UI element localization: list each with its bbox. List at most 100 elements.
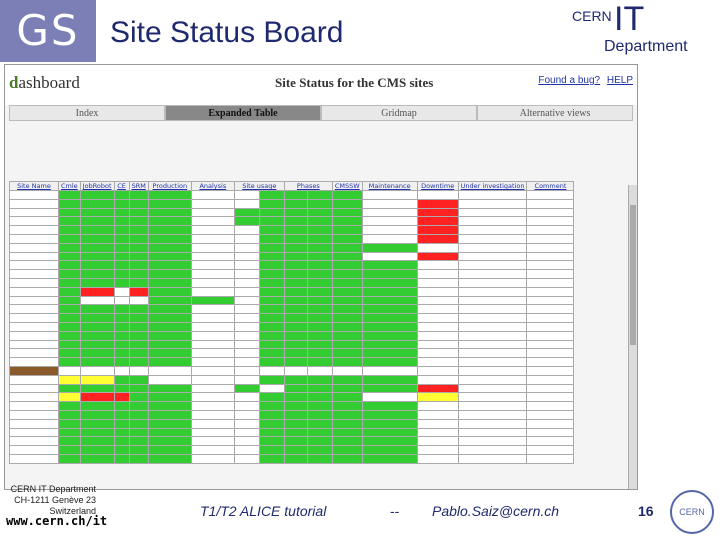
status-cell bbox=[361, 409, 418, 420]
site-name-cell[interactable] bbox=[9, 190, 59, 200]
status-cell bbox=[416, 357, 459, 367]
col-maintenance[interactable]: Maintenance bbox=[361, 181, 418, 191]
status-cell bbox=[258, 330, 285, 341]
status-cell bbox=[79, 427, 115, 438]
status-cell bbox=[190, 269, 235, 279]
status-cell bbox=[361, 233, 418, 244]
site-name-cell[interactable] bbox=[9, 383, 59, 394]
site-name-cell[interactable] bbox=[9, 445, 59, 455]
status-cell bbox=[526, 409, 575, 420]
site-name-cell[interactable] bbox=[9, 277, 59, 288]
tab-alternative-views[interactable]: Alternative views bbox=[477, 105, 633, 121]
site-name-cell[interactable] bbox=[9, 365, 59, 376]
status-cell bbox=[258, 190, 285, 200]
col-production[interactable]: Production bbox=[147, 181, 192, 191]
status-cell bbox=[258, 339, 285, 350]
site-name-cell[interactable] bbox=[9, 313, 59, 323]
status-cell bbox=[283, 269, 308, 279]
site-name-cell[interactable] bbox=[9, 418, 59, 429]
col-comment[interactable]: Comment bbox=[526, 181, 575, 191]
status-cell bbox=[233, 409, 260, 420]
status-cell bbox=[457, 313, 528, 323]
col-jobrobot[interactable]: JobRobot bbox=[79, 181, 115, 191]
status-cell bbox=[457, 357, 528, 367]
tab-expanded-table[interactable]: Expanded Table bbox=[165, 105, 321, 121]
dashboard-logo: dashboard bbox=[9, 73, 80, 92]
site-name-cell[interactable] bbox=[9, 242, 59, 253]
col-site-name[interactable]: Site Name bbox=[9, 181, 59, 191]
site-name-cell[interactable] bbox=[9, 321, 59, 332]
status-cell bbox=[233, 348, 260, 359]
site-name-cell[interactable] bbox=[9, 409, 59, 420]
site-name-cell[interactable] bbox=[9, 330, 59, 341]
address-line: CERN IT Department bbox=[10, 484, 96, 494]
status-cell bbox=[457, 198, 528, 209]
col-downtime[interactable]: Downtime bbox=[416, 181, 459, 191]
site-name-cell[interactable] bbox=[9, 295, 59, 306]
status-cell bbox=[147, 401, 192, 411]
status-cell bbox=[128, 401, 149, 411]
col-srm[interactable]: SRM bbox=[128, 181, 149, 191]
status-cell bbox=[128, 453, 149, 464]
site-name-cell[interactable] bbox=[9, 357, 59, 367]
site-name-cell[interactable] bbox=[9, 304, 59, 315]
col-cmle[interactable]: Cmle bbox=[58, 181, 81, 191]
col-ce[interactable]: CE bbox=[113, 181, 130, 191]
site-name-cell[interactable] bbox=[9, 374, 59, 385]
status-cell bbox=[361, 277, 418, 288]
status-cell bbox=[128, 330, 149, 341]
site-name-cell[interactable] bbox=[9, 348, 59, 359]
status-cell bbox=[331, 198, 363, 209]
status-cell bbox=[416, 445, 459, 455]
status-cell bbox=[306, 339, 333, 350]
status-cell bbox=[233, 225, 260, 235]
status-cell bbox=[331, 295, 363, 306]
status-cell bbox=[113, 277, 130, 288]
site-name-cell[interactable] bbox=[9, 207, 59, 218]
site-name-cell[interactable] bbox=[9, 436, 59, 447]
site-name-cell[interactable] bbox=[9, 401, 59, 411]
status-cell bbox=[190, 339, 235, 350]
site-name-cell[interactable] bbox=[9, 453, 59, 464]
bug-link[interactable]: Found a bug? bbox=[538, 75, 601, 86]
status-cell bbox=[79, 216, 115, 227]
status-cell bbox=[361, 383, 418, 394]
site-name-cell[interactable] bbox=[9, 392, 59, 403]
col-under-investigation[interactable]: Under investigation bbox=[457, 181, 528, 191]
status-cell bbox=[147, 321, 192, 332]
status-cell bbox=[283, 190, 308, 200]
status-cell bbox=[283, 321, 308, 332]
site-name-cell[interactable] bbox=[9, 427, 59, 438]
site-name-cell[interactable] bbox=[9, 225, 59, 235]
site-name-cell[interactable] bbox=[9, 286, 59, 297]
tab-index[interactable]: Index bbox=[9, 105, 165, 121]
help-link[interactable]: HELP bbox=[606, 75, 633, 86]
status-cell bbox=[283, 348, 308, 359]
status-cell bbox=[128, 225, 149, 235]
col-site-usage[interactable]: Site usage bbox=[233, 181, 285, 191]
site-name-cell[interactable] bbox=[9, 233, 59, 244]
site-name-cell[interactable] bbox=[9, 260, 59, 271]
col-phases[interactable]: Phases bbox=[283, 181, 333, 191]
status-cell bbox=[113, 401, 130, 411]
site-name-cell[interactable] bbox=[9, 269, 59, 279]
status-cell bbox=[233, 357, 260, 367]
status-cell bbox=[58, 242, 81, 253]
col-cmssw[interactable]: CMSSW bbox=[331, 181, 363, 191]
status-cell bbox=[283, 216, 308, 227]
status-cell bbox=[79, 339, 115, 350]
status-cell bbox=[190, 304, 235, 315]
vertical-scrollbar[interactable] bbox=[628, 185, 637, 489]
site-name-cell[interactable] bbox=[9, 198, 59, 209]
scrollbar-thumb[interactable] bbox=[630, 205, 636, 345]
status-cell bbox=[58, 269, 81, 279]
site-name-cell[interactable] bbox=[9, 339, 59, 350]
site-name-cell[interactable] bbox=[9, 251, 59, 262]
col-analysis[interactable]: Analysis bbox=[190, 181, 235, 191]
status-cell bbox=[306, 401, 333, 411]
tab-gridmap[interactable]: Gridmap bbox=[321, 105, 477, 121]
status-cell bbox=[233, 260, 260, 271]
site-name-cell[interactable] bbox=[9, 216, 59, 227]
status-cell bbox=[283, 374, 308, 385]
status-cell bbox=[233, 374, 260, 385]
